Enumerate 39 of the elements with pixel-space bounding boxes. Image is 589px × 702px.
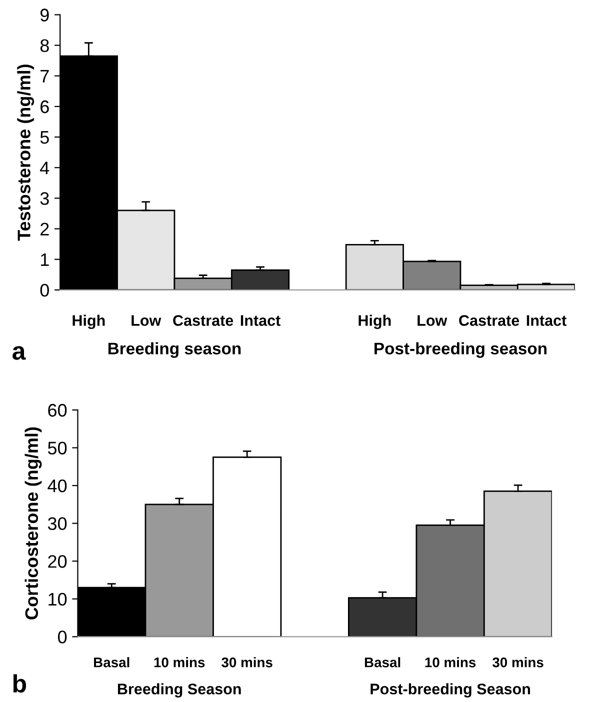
y-tick-label: 10 [48,592,67,606]
x-tick-label: Low [132,315,162,326]
y-tick-label: 0 [40,284,49,297]
text: Post-breeding season [374,342,546,358]
x-tick-label: 10 mins [425,657,476,668]
x-tick-label: Castrate [459,315,520,326]
y-tick-label: 40 [48,479,67,492]
y-tick-label: 8 [40,39,49,52]
text: Breeding Season [118,683,241,698]
y-axis-title: Corticosterone (ng/ml) [24,427,42,620]
y-tick-label: 7 [40,70,49,82]
x-tick-label: High [72,314,105,329]
y-tick-label: 4 [40,162,50,174]
x-tick-label: Basal [364,657,400,668]
x-tick-label: Intact [240,315,280,326]
x-tick-label: Intact [526,315,566,326]
x-tick-label: Basal [94,657,130,668]
x-tick-label: High [358,314,391,329]
y-tick-label: 60 [48,404,67,417]
x-tick-label: 10 mins [154,657,205,668]
x-tick-label: Low [418,315,448,326]
y-tick-label: 50 [48,442,67,454]
y-axis-title: Testosterone (ng/ml) [17,64,34,241]
y-tick-label: 2 [40,222,49,236]
y-tick-label: 30 [48,517,67,530]
y-tick-label: 20 [48,555,67,568]
y-tick-label: 5 [40,131,49,144]
y-tick-label: 0 [58,630,67,644]
text: b [13,674,26,693]
text: a [12,346,26,360]
x-tick-label: 30 mins [492,657,544,668]
y-tick-label: 9 [40,8,49,22]
y-tick-label: 3 [40,192,49,205]
text: Post-breeding Season [370,683,530,698]
x-tick-label: Castrate [173,315,234,326]
y-tick-label: 1 [40,253,49,266]
text: Breeding season [108,342,241,358]
x-tick-label: 30 mins [222,657,272,668]
y-tick-label: 6 [40,100,49,114]
